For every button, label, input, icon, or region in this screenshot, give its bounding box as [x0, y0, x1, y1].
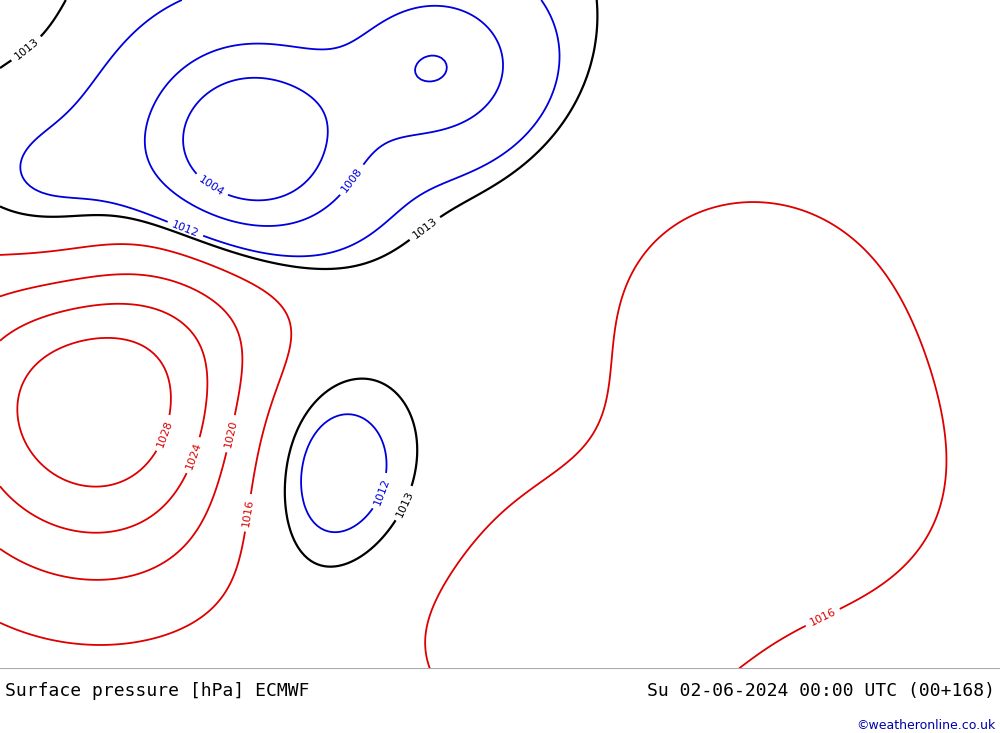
Text: Surface pressure [hPa] ECMWF: Surface pressure [hPa] ECMWF	[5, 682, 310, 700]
Text: 1012: 1012	[372, 476, 391, 507]
Text: 1016: 1016	[241, 498, 255, 528]
Text: 1016: 1016	[808, 607, 838, 628]
Text: 1013: 1013	[411, 216, 439, 240]
Text: 1024: 1024	[184, 441, 203, 471]
Text: 1012: 1012	[170, 219, 200, 239]
Text: 1008: 1008	[340, 166, 365, 194]
Text: Su 02-06-2024 00:00 UTC (00+168): Su 02-06-2024 00:00 UTC (00+168)	[647, 682, 995, 700]
Text: 1028: 1028	[155, 419, 174, 449]
Text: 1020: 1020	[223, 419, 239, 449]
Text: 1013: 1013	[13, 37, 41, 62]
Text: ©weatheronline.co.uk: ©weatheronline.co.uk	[856, 719, 995, 732]
Text: 1004: 1004	[197, 174, 226, 198]
Text: 1013: 1013	[394, 489, 415, 518]
